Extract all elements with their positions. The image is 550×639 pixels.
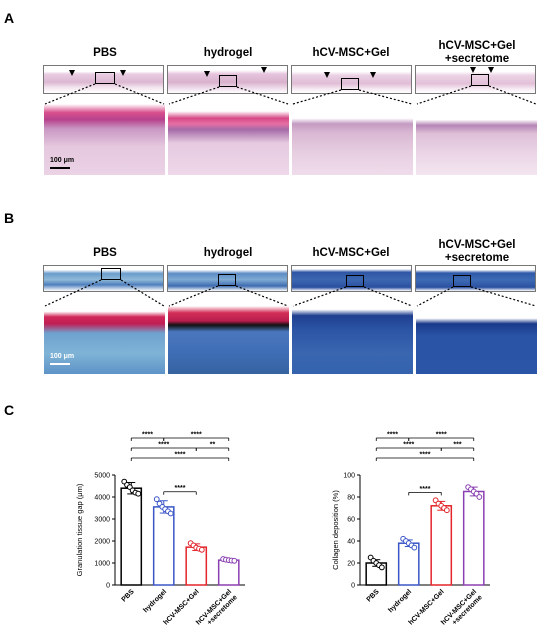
x-tick-label: PBS <box>121 588 136 603</box>
panel-label-b: B <box>4 210 15 226</box>
data-point <box>476 494 483 500</box>
bar <box>120 487 143 586</box>
bar <box>152 506 175 586</box>
title-line-1: hCV-MSC+Gel <box>438 239 516 251</box>
title-line-2: +secretome <box>444 252 510 264</box>
x-tick-label-line: hydrogel <box>387 588 413 614</box>
arrowhead-marker <box>370 72 376 78</box>
y-tick-label: 0 <box>106 583 110 590</box>
y-tick-label: 60 <box>347 517 355 524</box>
panel-a-zoom-hcv-msc-gel-secretome <box>416 104 537 175</box>
bar <box>185 546 208 586</box>
panel-label-c: C <box>4 402 15 418</box>
chart-granulation-gap: 0 1000 2000 3000 4000 5000 Granulation tissue … <box>75 432 245 630</box>
x-tick-label: hydrogel <box>142 588 168 614</box>
bar <box>430 505 453 586</box>
data-point <box>167 510 174 517</box>
arrowhead-marker <box>204 71 210 77</box>
panel-a-scale-bar-label: 100 μm <box>50 157 75 164</box>
x-tick-label: hCV-MSC+Gel+secretome <box>195 588 239 630</box>
panel-b-zoom-box-hcv-msc-gel <box>346 275 364 287</box>
significance-label: ** <box>210 442 216 449</box>
significance-label: *** <box>453 442 461 449</box>
panel-b-zoom-hcv-msc-gel <box>292 306 413 374</box>
y-tick-label: 40 <box>347 539 355 546</box>
panel-b-zoom-hcv-msc-gel-secretome <box>416 306 537 374</box>
panel-a-scale-bar <box>50 167 70 169</box>
panel-b-zoom-box-pbs <box>101 268 121 280</box>
significance-label: **** <box>158 442 169 449</box>
y-tick-label: 0 <box>351 583 355 590</box>
significance-label: **** <box>436 432 447 439</box>
arrowhead-marker <box>324 72 330 78</box>
panel-a-title-hcv-msc-gel-secretome: hCV-MSC+Gel +secretome <box>412 40 542 66</box>
x-tick-label: hydrogel <box>387 588 413 614</box>
arrowhead-marker <box>470 67 476 73</box>
panel-a-title-hydrogel: hydrogel <box>203 47 253 59</box>
panel-a-zoom-hydrogel <box>168 104 289 175</box>
panel-a-zoom-box-hcv-msc-gel <box>341 78 359 90</box>
data-point <box>135 490 142 497</box>
y-tick-label: 2000 <box>94 539 110 546</box>
y-tick-label: 3000 <box>94 517 110 524</box>
y-tick-label: 5000 <box>94 473 110 480</box>
x-tick-label-line: hydrogel <box>142 588 168 614</box>
x-tick-label: hCV-MSC+Gel+secretome <box>440 588 484 630</box>
x-tick-label: PBS <box>366 588 381 603</box>
panel-b-title-hcv-msc-gel-secretome: hCV-MSC+Gel +secretome <box>412 239 542 265</box>
title-line-2: +secretome <box>444 53 510 65</box>
panel-b-title-pbs: PBS <box>93 247 117 259</box>
y-tick-label: 4000 <box>94 495 110 502</box>
data-point <box>411 544 418 551</box>
panel-b-zoom-box-hydrogel <box>218 274 236 286</box>
panel-b-zoom-pbs <box>44 306 165 374</box>
y-tick-label: 1000 <box>94 561 110 568</box>
arrowhead-marker <box>261 67 267 73</box>
title-line-1: hCV-MSC+Gel <box>438 40 516 52</box>
significance-label: **** <box>175 452 186 459</box>
significance-label: **** <box>420 486 431 493</box>
data-point <box>198 546 205 553</box>
significance-label: **** <box>191 432 202 439</box>
data-point <box>443 507 450 514</box>
panel-b-scale-bar-label: 100 μm <box>50 353 75 360</box>
data-point <box>153 496 160 503</box>
significance-label: **** <box>403 442 414 449</box>
y-axis-label: Collagen deposition (%) <box>331 490 340 570</box>
panel-label-a: A <box>4 10 15 26</box>
y-tick-label: 80 <box>347 495 355 502</box>
panel-b-title-hydrogel: hydrogel <box>203 247 253 259</box>
arrowhead-marker <box>69 70 75 76</box>
bar <box>217 559 240 586</box>
y-axis-label: Granulation tissue gap (μm) <box>75 483 84 576</box>
y-tick-label: 20 <box>347 561 355 568</box>
panel-a-zoom-box-hydrogel <box>219 75 237 87</box>
x-tick-label-line: PBS <box>121 588 136 603</box>
panel-a-title-hcv-msc-gel: hCV-MSC+Gel <box>312 47 390 59</box>
panel-b-zoom-hydrogel <box>168 306 289 374</box>
significance-label: **** <box>142 432 153 439</box>
panel-a-zoom-pbs <box>44 104 165 175</box>
arrowhead-marker <box>488 67 494 73</box>
panel-b-zoom-box-hcv-msc-gel-secretome <box>453 275 471 287</box>
panel-b-title-hcv-msc-gel: hCV-MSC+Gel <box>312 247 390 259</box>
arrowhead-marker <box>120 70 126 76</box>
panel-b-scale-bar <box>50 363 70 365</box>
data-point <box>378 564 385 571</box>
significance-label: **** <box>175 485 186 492</box>
significance-label: **** <box>420 452 431 459</box>
bar <box>462 490 485 586</box>
data-point <box>231 557 238 564</box>
significance-label: **** <box>387 432 398 439</box>
panel-b-thumb-hcv-msc-gel-secretome <box>415 265 536 292</box>
panel-a-zoom-box-pbs <box>95 72 115 84</box>
panel-a-title-pbs: PBS <box>93 47 117 59</box>
panel-a-zoom-hcv-msc-gel <box>292 104 413 175</box>
y-tick-label: 100 <box>343 473 355 480</box>
chart-collagen-deposition: 0 20 40 60 80 100 Collagen deposition (%) PBS hy… <box>331 432 490 630</box>
x-tick-label-line: PBS <box>366 588 381 603</box>
panel-a-zoom-box-hcv-msc-gel-secretome <box>471 74 489 86</box>
